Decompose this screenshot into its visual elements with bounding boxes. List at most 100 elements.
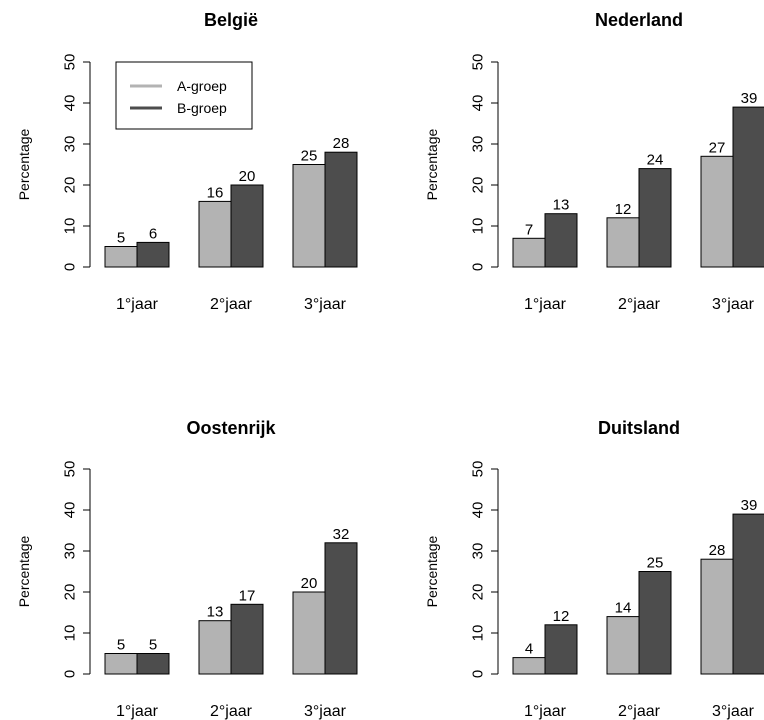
chart-panel-belgie: België 0 10 20 30 40 50 Percentage 5 6 1°jaar 16 20 2… <box>16 10 358 313</box>
category-label: 3°jaar <box>304 296 347 313</box>
y-tick-label: 40 <box>62 502 79 519</box>
bar-b-groep <box>638 571 672 675</box>
legend-entry-label: B-groep <box>177 100 227 116</box>
bar-b-groep <box>544 213 578 268</box>
y-axis-label: Percentage <box>424 128 440 200</box>
legend-entry-label: A-groep <box>177 78 227 94</box>
legend: A-groep B-groep <box>115 61 253 130</box>
bar-value-label: 39 <box>741 497 758 514</box>
bar-b-groep <box>732 106 764 268</box>
y-tick-label: 20 <box>62 177 79 194</box>
category-label: 1°jaar <box>116 703 159 720</box>
y-tick-label: 0 <box>470 670 487 678</box>
category-label: 3°jaar <box>712 703 755 720</box>
bar-a-groep <box>606 217 640 268</box>
bar-b-groep <box>230 603 264 675</box>
bar-a-groep <box>104 653 138 675</box>
chart-title: Nederland <box>595 10 683 30</box>
legend-box <box>115 61 253 130</box>
chart-panel-nederland: Nederland 0 10 20 30 40 50 Percentage 7 13 1°jaar 1… <box>424 10 764 313</box>
bar-b-groep <box>324 542 358 675</box>
category-label: 1°jaar <box>524 296 567 313</box>
y-tick-label: 50 <box>470 54 487 71</box>
bar-value-label: 5 <box>117 637 125 654</box>
bar-a-groep <box>512 657 546 675</box>
bar-b-groep <box>136 653 170 675</box>
bar-a-groep <box>104 246 138 268</box>
bar-a-groep <box>198 200 232 268</box>
y-tick-label: 30 <box>470 136 487 153</box>
bar-value-label: 14 <box>615 600 632 617</box>
bar-a-groep <box>700 155 734 268</box>
bar-value-label: 32 <box>333 526 350 543</box>
category-label: 3°jaar <box>712 296 755 313</box>
bar-b-groep <box>544 624 578 675</box>
bar-value-label: 5 <box>149 637 157 654</box>
y-tick-label: 50 <box>470 461 487 478</box>
bar-value-label: 13 <box>553 197 570 214</box>
chart-title: Duitsland <box>598 418 680 438</box>
bar-b-groep <box>732 513 764 675</box>
bar-value-label: 13 <box>207 604 224 621</box>
bar-value-label: 24 <box>647 152 664 169</box>
y-axis-label: Percentage <box>16 128 32 200</box>
bar-value-label: 39 <box>741 90 758 107</box>
chart-panel-oostenrijk: Oostenrijk 0 10 20 30 40 50 Percentage 5 5 1°jaar 1… <box>16 418 358 720</box>
chart-title: België <box>204 10 258 30</box>
bar-value-label: 28 <box>333 135 350 152</box>
bar-value-label: 20 <box>239 168 256 185</box>
category-label: 2°jaar <box>618 296 661 313</box>
y-tick-label: 20 <box>62 584 79 601</box>
y-tick-label: 40 <box>470 502 487 519</box>
bar-a-groep <box>198 620 232 675</box>
y-tick-label: 40 <box>470 95 487 112</box>
bar-a-groep <box>292 164 326 268</box>
bar-b-groep <box>324 151 358 268</box>
chart-panel-duitsland: Duitsland 0 10 20 30 40 50 Percentage 4 12 1°jaar 1… <box>424 418 764 720</box>
bar-value-label: 25 <box>301 148 318 165</box>
bar-value-label: 17 <box>239 587 256 604</box>
bar-a-groep <box>292 591 326 675</box>
bar-value-label: 5 <box>117 230 125 247</box>
bar-value-label: 4 <box>525 641 533 658</box>
bar-b-groep <box>230 184 264 268</box>
y-tick-label: 20 <box>470 177 487 194</box>
y-tick-label: 10 <box>470 625 487 642</box>
bar-b-groep <box>638 168 672 268</box>
category-label: 2°jaar <box>210 296 253 313</box>
y-tick-label: 50 <box>62 461 79 478</box>
y-tick-label: 0 <box>62 670 79 678</box>
category-label: 2°jaar <box>210 703 253 720</box>
bar-value-label: 6 <box>149 225 157 242</box>
bar-value-label: 7 <box>525 221 533 238</box>
y-tick-label: 10 <box>62 625 79 642</box>
category-label: 3°jaar <box>304 703 347 720</box>
bar-b-groep <box>136 241 170 268</box>
y-axis-label: Percentage <box>424 535 440 607</box>
y-tick-label: 50 <box>62 54 79 71</box>
bar-a-groep <box>606 616 640 675</box>
y-tick-label: 40 <box>62 95 79 112</box>
y-tick-label: 30 <box>62 543 79 560</box>
bar-value-label: 27 <box>709 139 726 156</box>
bar-value-label: 25 <box>647 555 664 572</box>
y-tick-label: 10 <box>470 218 487 235</box>
bar-value-label: 12 <box>615 201 632 218</box>
y-tick-label: 0 <box>470 263 487 271</box>
bar-value-label: 20 <box>301 575 318 592</box>
bar-value-label: 28 <box>709 542 726 559</box>
y-tick-label: 30 <box>62 136 79 153</box>
bar-a-groep <box>512 237 546 268</box>
y-tick-label: 0 <box>62 263 79 271</box>
y-tick-label: 30 <box>470 543 487 560</box>
y-axis-label: Percentage <box>16 535 32 607</box>
y-tick-label: 10 <box>62 218 79 235</box>
bar-a-groep <box>700 558 734 675</box>
bar-value-label: 12 <box>553 608 570 625</box>
chart-title: Oostenrijk <box>186 418 276 438</box>
bar-value-label: 16 <box>207 184 224 201</box>
category-label: 1°jaar <box>116 296 159 313</box>
category-label: 2°jaar <box>618 703 661 720</box>
category-label: 1°jaar <box>524 703 567 720</box>
